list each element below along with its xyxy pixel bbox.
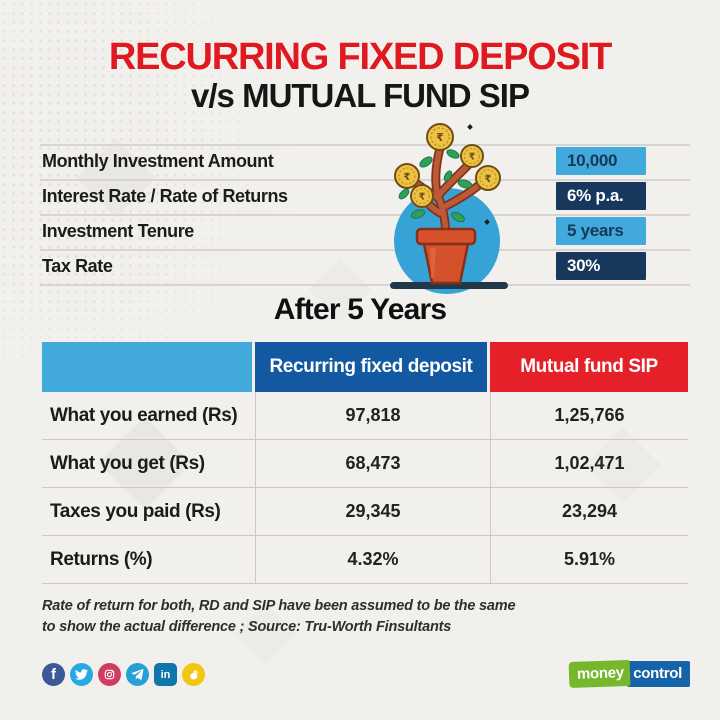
twitter-bird-glyph [75,669,88,680]
speck-decor [467,124,473,130]
assumption-value-tenure: 5 years [556,217,646,245]
telegram-plane-glyph [131,669,144,680]
logo-money-part: money [568,659,631,689]
assumption-value-tax-rate: 30% [556,252,646,280]
social-icons-bar: f in [42,663,210,686]
comparison-table: Recurring fixed deposit Mutual fund SIP … [42,342,688,584]
svg-text:₹: ₹ [485,174,492,185]
svg-text:₹: ₹ [419,192,426,203]
footnote-line-1: Rate of return for both, RD and SIP have… [42,598,516,614]
linkedin-glyph: in [160,668,171,681]
ground-baseline [390,282,508,289]
moneycontrol-logo[interactable]: money control [568,659,690,689]
table-header-recurring-fixed-deposit: Recurring fixed deposit [255,342,487,392]
koo-bird-glyph [189,669,198,679]
footnote: Rate of return for both, RD and SIP have… [42,596,516,638]
logo-control-part: control [627,661,690,687]
table-header-empty [42,342,252,392]
coin: ₹ [426,123,454,151]
separator-line [40,214,690,216]
coin: ₹ [460,144,484,168]
koo-icon[interactable] [182,663,205,686]
twitter-icon[interactable] [70,663,93,686]
instagram-icon[interactable] [98,663,121,686]
leaves [398,149,473,223]
table-header-row: Recurring fixed deposit Mutual fund SIP [42,342,688,392]
rd-value: 4.32% [255,536,490,583]
sip-value: 5.91% [490,536,688,583]
svg-text:₹: ₹ [404,172,411,183]
separator-line [40,179,690,181]
assumption-value-interest-rate: 6% p.a. [556,182,646,210]
section-heading: After 5 Years [273,293,447,326]
row-label: Taxes you paid (Rs) [50,500,221,522]
assumption-label-interest-rate: Interest Rate / Rate of Returns [42,186,288,206]
telegram-icon[interactable] [126,663,149,686]
assumption-label-tenure: Investment Tenure [42,221,194,241]
money-plant-illustration: ₹ ₹ ₹ ₹ ₹ [390,123,508,294]
svg-text:₹: ₹ [436,131,444,144]
coin: ₹ [410,184,434,208]
table-row: Returns (%) 4.32% 5.91% [42,536,688,584]
footnote-line-2: to show the actual difference ; Source: … [42,619,452,636]
row-label: What you earned (Rs) [50,404,238,426]
row-label: Returns (%) [50,548,153,570]
facebook-icon[interactable]: f [42,663,65,686]
svg-text:₹: ₹ [469,152,476,163]
table-row: What you earned (Rs) 97,818 1,25,766 [42,392,688,440]
speck-decor [484,219,490,225]
title-line-2: v/s MUTUAL FUND SIP [191,76,530,114]
sip-value: 23,294 [490,488,688,535]
page-title: RECURRING FIXED DEPOSIT v/s MUTUAL FUND … [0,36,720,114]
row-label: What you get (Rs) [50,452,205,474]
rd-value: 29,345 [255,488,490,535]
instagram-glyph [104,669,115,680]
rd-value: 68,473 [255,440,490,487]
sip-value: 1,02,471 [490,440,688,487]
coin: ₹ [475,165,501,191]
separator-line [40,249,690,251]
table-row: Taxes you paid (Rs) 29,345 23,294 [42,488,688,536]
table-header-mutual-fund-sip: Mutual fund SIP [490,342,688,392]
table-row: What you get (Rs) 68,473 1,02,471 [42,440,688,488]
title-line-1: RECURRING FIXED DEPOSIT [108,36,613,78]
coins: ₹ ₹ ₹ ₹ ₹ [394,123,501,208]
assumption-value-monthly-investment: 10,000 [556,147,646,175]
linkedin-icon[interactable]: in [154,663,177,686]
coin: ₹ [394,163,420,189]
separator-line [40,284,690,286]
separator-line [40,144,690,146]
assumption-label-tax-rate: Tax Rate [42,256,113,276]
rd-value: 97,818 [255,392,490,439]
sip-value: 1,25,766 [490,392,688,439]
flower-pot [415,227,477,285]
assumption-label-monthly-investment: Monthly Investment Amount [42,151,274,171]
facebook-glyph: f [51,666,56,683]
